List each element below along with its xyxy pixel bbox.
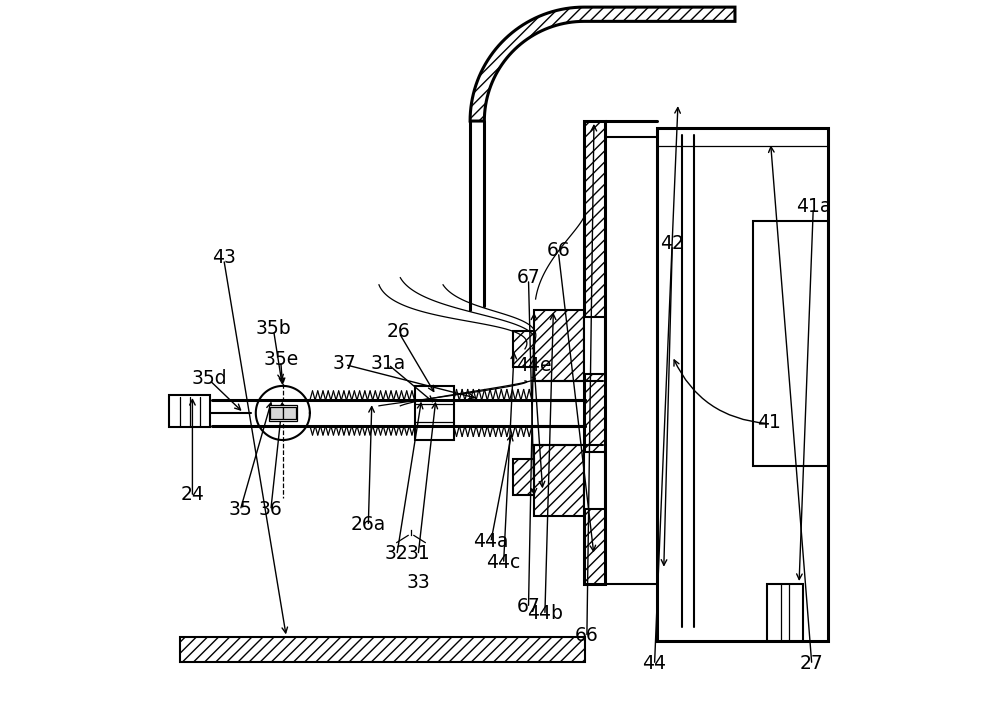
Polygon shape (753, 221, 828, 466)
Text: 35d: 35d (192, 370, 227, 388)
Polygon shape (584, 452, 605, 509)
Text: 26a: 26a (351, 515, 386, 534)
Text: 67: 67 (517, 268, 540, 287)
Polygon shape (415, 386, 454, 440)
Text: 44e: 44e (516, 356, 552, 375)
Polygon shape (584, 317, 605, 374)
Text: 36: 36 (259, 500, 283, 518)
Text: 33: 33 (406, 573, 430, 592)
Polygon shape (470, 7, 735, 121)
Text: 24: 24 (180, 486, 204, 504)
Text: 37: 37 (333, 354, 357, 372)
Text: 66: 66 (575, 627, 599, 645)
Text: 41a: 41a (796, 197, 831, 216)
Polygon shape (513, 331, 534, 367)
Text: 31a: 31a (371, 354, 406, 372)
Polygon shape (269, 405, 297, 421)
Text: 32: 32 (385, 545, 409, 563)
Polygon shape (513, 459, 534, 495)
Text: 44b: 44b (527, 604, 563, 623)
Polygon shape (657, 128, 828, 641)
Text: 27: 27 (800, 654, 824, 673)
Text: 44c: 44c (486, 553, 521, 572)
Text: 35e: 35e (263, 350, 298, 369)
Text: 35b: 35b (256, 320, 291, 338)
Polygon shape (584, 121, 605, 584)
Polygon shape (767, 584, 803, 641)
Polygon shape (534, 310, 584, 381)
Text: 66: 66 (547, 241, 570, 260)
Text: 35: 35 (228, 500, 252, 518)
Polygon shape (169, 395, 210, 427)
Text: 44a: 44a (473, 532, 508, 550)
Polygon shape (534, 445, 584, 516)
Text: 44: 44 (643, 654, 667, 673)
Text: 31: 31 (406, 545, 430, 563)
Text: 42: 42 (660, 234, 684, 253)
Text: 43: 43 (212, 248, 236, 267)
Text: 67: 67 (517, 597, 540, 616)
Polygon shape (270, 407, 283, 419)
Polygon shape (283, 407, 296, 419)
Text: 41: 41 (757, 413, 781, 431)
Text: 26: 26 (387, 322, 411, 340)
Polygon shape (180, 637, 585, 662)
